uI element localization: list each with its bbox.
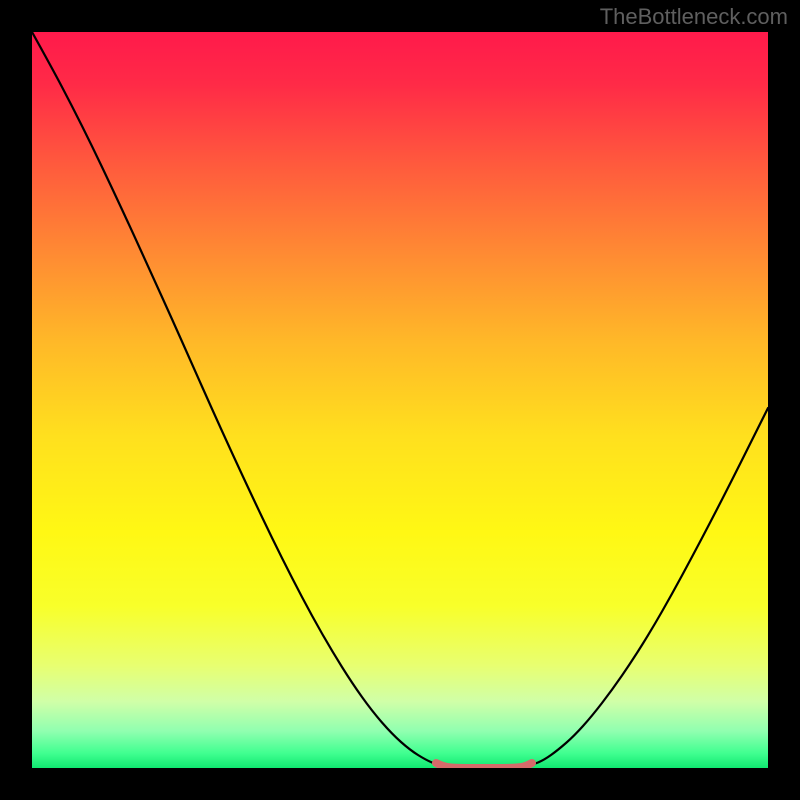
curve-overlay [32,32,768,768]
plot-area [32,32,768,768]
bottleneck-curve [32,32,768,768]
chart-container: TheBottleneck.com [0,0,800,800]
valley-highlight [436,763,532,768]
watermark-text: TheBottleneck.com [600,4,788,30]
